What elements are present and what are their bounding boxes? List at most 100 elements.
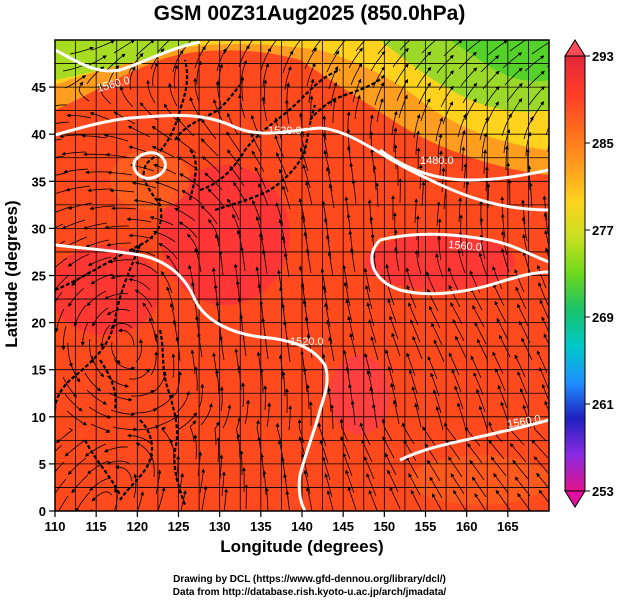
streamline-arrow [488, 439, 505, 460]
streamline-arrow [67, 457, 87, 475]
streamline-arrow [348, 47, 363, 69]
streamline-arrow [432, 493, 443, 511]
streamline-arrow [151, 145, 175, 158]
streamline-arrow [176, 137, 197, 154]
streamline-arrow [226, 149, 243, 170]
streamline-arrow [55, 155, 65, 158]
streamline-arrow [552, 179, 554, 203]
streamline-arrow [85, 239, 110, 248]
colorbar-top-arrow [564, 39, 586, 57]
contour-1560-south [55, 243, 329, 511]
streamline-arrow [421, 181, 426, 207]
streamline-arrow [486, 183, 491, 208]
streamline-arrow [354, 94, 361, 120]
streamline-arrow [226, 131, 241, 153]
streamline-arrow [467, 443, 483, 464]
streamline-arrow [81, 133, 107, 139]
streamline-arrow [366, 473, 377, 497]
streamline-arrow [173, 64, 178, 90]
x-tick-label: 160 [456, 519, 478, 534]
streamline-arrow [509, 443, 527, 463]
contour-label-6: 1560.0 [506, 413, 541, 431]
streamline-arrow [75, 491, 91, 511]
streamline-arrow [450, 302, 463, 325]
streamline-arrow [150, 351, 159, 376]
streamline-arrow [364, 284, 373, 310]
streamline-arrow [465, 40, 486, 53]
streamline-arrow [441, 167, 446, 193]
streamline-arrow [437, 235, 442, 261]
streamline-arrow [398, 94, 408, 119]
streamline-arrow [478, 405, 488, 430]
streamline-arrow [66, 113, 92, 119]
streamline-arrow [66, 410, 88, 426]
streamline-arrow [548, 161, 549, 166]
streamline-arrow [403, 439, 417, 462]
streamline-arrow [451, 368, 462, 393]
streamline-arrow [212, 99, 224, 123]
streamline-arrow [55, 189, 69, 195]
colorbar: 293 285 277 269 261 253 [564, 39, 614, 508]
contour-1560-north [55, 40, 201, 73]
streamline-arrow [305, 248, 312, 274]
streamline-arrow [106, 460, 131, 465]
streamline-arrow [477, 338, 489, 362]
streamline-arrow [252, 199, 262, 224]
streamline-arrow [391, 332, 401, 357]
streamline-arrow [107, 170, 133, 176]
streamline-arrow [492, 351, 504, 375]
streamline-arrow [521, 216, 528, 242]
streamline-arrow [517, 493, 532, 511]
streamline-arrow [330, 81, 338, 107]
credit-drawing: Drawing by DCL (https://www.gfd-dennou.o… [173, 574, 446, 585]
streamline-arrow [324, 473, 333, 498]
streamline-arrow [216, 48, 227, 72]
streamline-arrow [371, 403, 378, 429]
streamline-arrow [134, 289, 153, 308]
streamline-arrow [226, 112, 239, 136]
streamline-arrow [463, 163, 468, 189]
streamline-arrow [427, 355, 438, 380]
colorbar-tick-label: 269 [592, 310, 614, 325]
streamline-arrow [538, 282, 549, 306]
streamline-arrow [223, 488, 229, 511]
streamline-arrow [87, 188, 112, 193]
streamline-arrow [87, 256, 112, 266]
streamline-arrow [322, 456, 331, 481]
streamline-arrow [82, 222, 108, 230]
streamline-arrow [450, 473, 465, 495]
y-axis-label: Latitude (degrees) [2, 200, 21, 348]
streamline-arrow [447, 267, 459, 291]
streamline-arrow [436, 201, 441, 227]
streamline-arrow [114, 465, 133, 482]
streamline-arrow [128, 368, 150, 380]
streamline-arrow [156, 414, 179, 427]
streamline-arrow [58, 495, 69, 511]
streamline-arrow [435, 253, 444, 278]
streamline-arrow [89, 205, 115, 211]
y-tick-label: 10 [32, 410, 46, 425]
y-tick-label: 20 [32, 316, 46, 331]
streamline-arrow [134, 425, 160, 431]
streamline-arrow [435, 117, 444, 142]
streamline-arrow [317, 422, 327, 447]
streamline-arrow [543, 212, 549, 238]
streamline-arrow [514, 354, 526, 378]
streamline-arrow [55, 240, 66, 248]
streamline-arrow [543, 333, 549, 346]
streamline-arrow [55, 444, 63, 453]
streamline-arrow [437, 133, 443, 159]
streamline-arrow [494, 300, 507, 324]
streamline-arrow [274, 134, 285, 159]
x-tick-label: 130 [209, 519, 231, 534]
streamline-arrow [155, 181, 179, 192]
streamline-arrow [328, 336, 335, 362]
streamline-arrow [219, 335, 225, 361]
streamline-arrow [244, 399, 251, 425]
y-tick-label: 35 [32, 174, 46, 189]
streamline-arrow [492, 266, 503, 290]
colorbar-bar [564, 55, 586, 492]
streamline-arrow [78, 81, 90, 102]
streamline-arrow [490, 456, 507, 477]
